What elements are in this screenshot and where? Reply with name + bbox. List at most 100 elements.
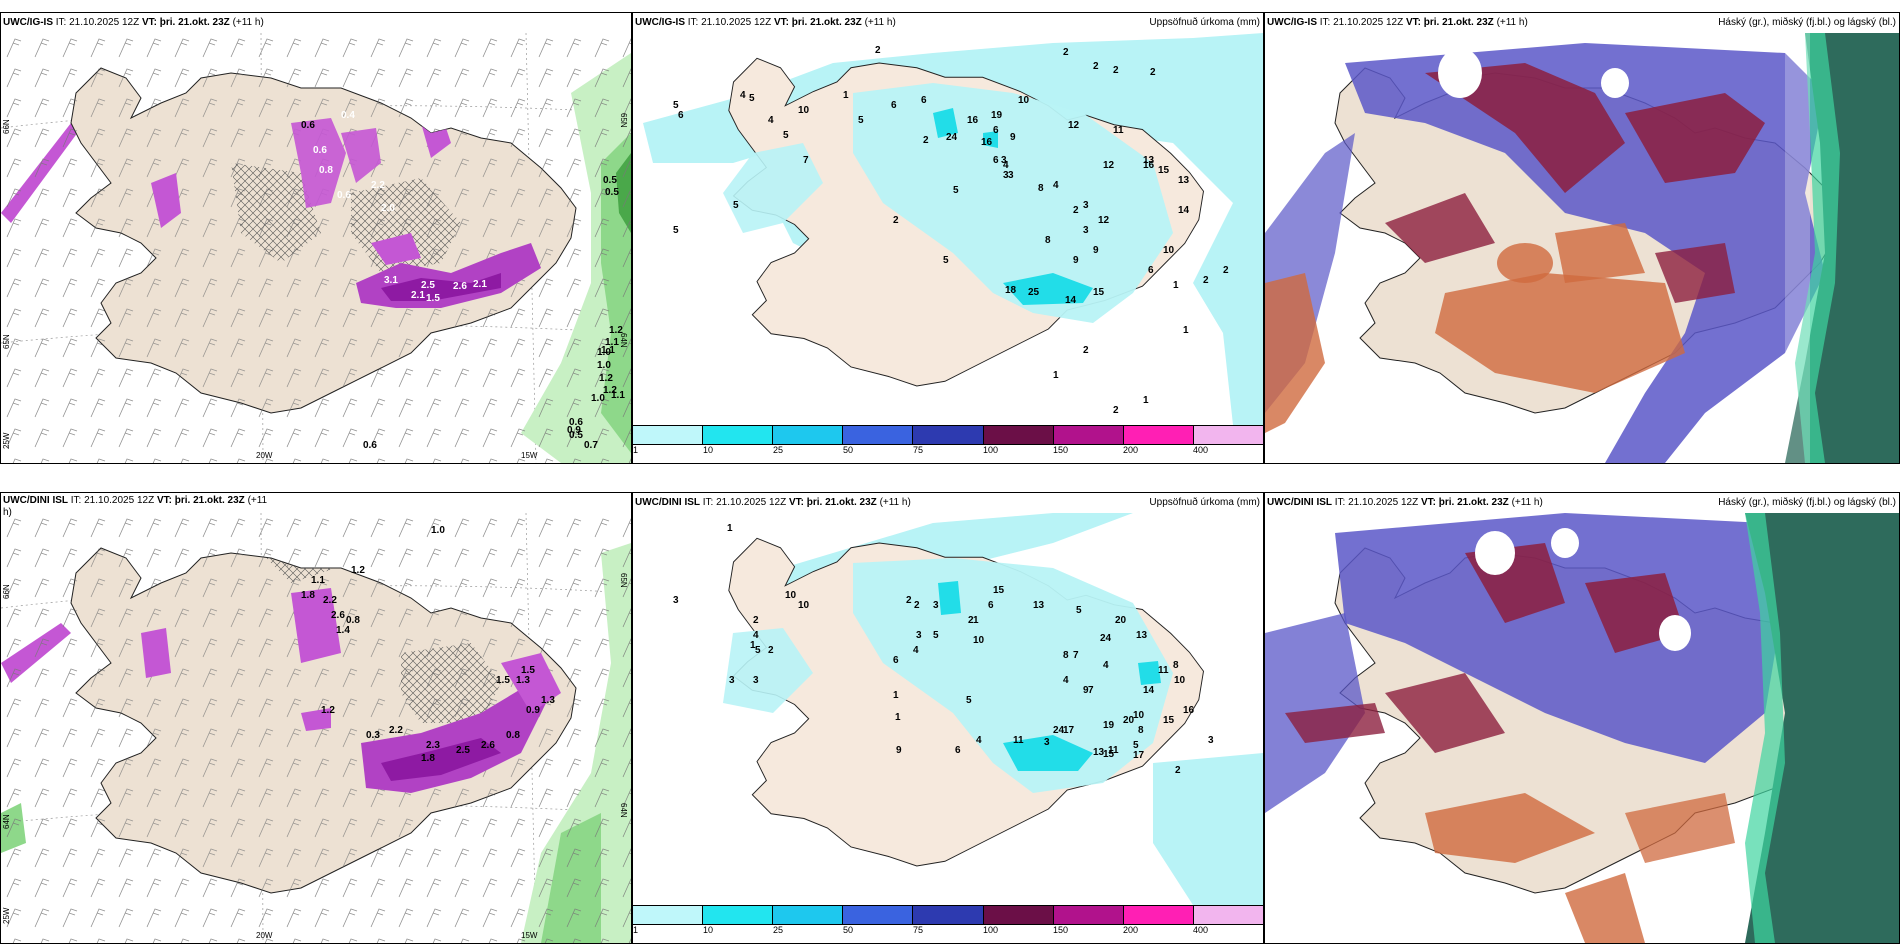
value-label: 17 — [1133, 750, 1145, 761]
value-label: 2 — [1150, 67, 1156, 78]
lat-label-right: 64N — [619, 333, 628, 348]
value-label: 1 — [750, 640, 756, 651]
value-label: 1 — [973, 615, 979, 626]
value-label: 6 — [678, 110, 684, 121]
value-label: 2 — [875, 45, 881, 56]
value-label: 3 — [1044, 737, 1050, 748]
model-name: UWC/DINI ISL — [635, 497, 700, 508]
value-label: 1.0 — [597, 360, 611, 371]
value-label: 2 — [1083, 345, 1089, 356]
value-label: 5 — [1133, 740, 1139, 751]
valid-time: VT: þri. 21.okt. 23Z — [141, 17, 230, 28]
value-label: 10 — [1163, 245, 1175, 256]
lat-label: 66N — [2, 584, 11, 599]
value-label: 4 — [1053, 180, 1059, 191]
legend: 1 10 25 50 75 100 150 200 400 — [633, 905, 1263, 943]
value-label: 3 — [1003, 170, 1009, 181]
value-label: 7 — [803, 155, 809, 166]
value-label: 9 — [1083, 685, 1089, 696]
valid-time: VT: þri. 21.okt. 23Z — [788, 497, 877, 508]
value-label: 16 — [1143, 160, 1155, 171]
value-label: 19 — [991, 110, 1003, 121]
value-label: 6 — [993, 125, 999, 136]
value-label: 2 — [1113, 65, 1119, 76]
map-accum-precip: 2 2 2 2 2 1 4 5 10 5 6 4 5 7 6 6 5 2 3 4 3 4 3 2 5 2 5 24 16 19 16 3 5 6 9… — [633, 33, 1263, 425]
value-label: 2 — [923, 135, 929, 146]
value-label: 0.9 — [567, 425, 581, 436]
value-label: 4 — [1003, 160, 1009, 171]
value-label: 0.4 — [341, 110, 355, 121]
value-label: 4 — [1103, 660, 1109, 671]
value-label: 1 — [1143, 395, 1149, 406]
lat-label: 66N — [2, 119, 11, 134]
value-label: 0.3 — [366, 730, 380, 741]
legend-swatch — [843, 426, 914, 444]
value-label: 6 — [893, 655, 899, 666]
value-label: 20 — [1123, 715, 1135, 726]
legend-swatch — [703, 426, 774, 444]
model-name: UWC/DINI ISL — [3, 495, 68, 506]
value-label: 2.5 — [456, 745, 470, 756]
legend-label: 150 — [1053, 925, 1069, 935]
valid-time: VT: þri. 21.okt. 23Z — [773, 17, 862, 28]
legend-swatch — [843, 906, 914, 924]
init-time: IT: 21.10.2025 12Z — [55, 17, 140, 28]
value-label: 2.5 — [421, 280, 435, 291]
value-label: 2.6 — [331, 610, 345, 621]
legend-label: 200 — [1123, 445, 1139, 455]
map-clouds — [1265, 33, 1899, 463]
value-label: 3 — [753, 675, 759, 686]
value-label: 1.0 — [431, 525, 445, 536]
value-label: 1.2 — [599, 373, 613, 384]
value-label: 25 — [1028, 287, 1040, 298]
value-label: 2 — [1113, 405, 1119, 416]
valid-time: VT: þri. 21.okt. 23Z — [156, 495, 245, 506]
init-time: IT: 21.10.2025 12Z — [1319, 17, 1404, 28]
valid-time: VT: þri. 21.okt. 23Z — [1405, 17, 1494, 28]
value-label: 5 — [783, 130, 789, 141]
map-clouds — [1265, 513, 1899, 943]
lead-time-cont: h) — [3, 507, 12, 518]
legend-swatch — [913, 906, 984, 924]
panel-top-mid: UWC/IG-IS IT: 21.10.2025 12Z VT: þri. 21… — [632, 12, 1264, 464]
value-label: 2 — [893, 215, 899, 226]
value-label: 1.5 — [521, 665, 535, 676]
value-label: 1 — [1173, 280, 1179, 291]
panel-top-right: UWC/IG-IS IT: 21.10.2025 12Z VT: þri. 21… — [1264, 12, 1900, 464]
value-label: 2 — [968, 615, 974, 626]
map-title: Háský (gr.), miðský (fj.bl.) og lágský (… — [1718, 17, 1896, 28]
legend-swatch — [773, 426, 844, 444]
value-label: 9 — [1093, 245, 1099, 256]
init-time: IT: 21.10.2025 12Z — [702, 497, 787, 508]
value-label: 4 — [768, 115, 774, 126]
value-label: 0.5 — [603, 175, 617, 186]
legend-swatch — [1053, 906, 1124, 924]
value-label: 12 — [1068, 120, 1080, 131]
value-label: 1.5 — [426, 293, 440, 304]
value-label: 0.6 — [301, 120, 315, 131]
map-canvas — [1265, 513, 1899, 943]
value-label: 5 — [733, 200, 739, 211]
value-label: 1.2 — [609, 325, 623, 336]
value-label: 2.2 — [389, 725, 403, 736]
map-accum-precip: 1 3 2 2 3 10 10 4 5 3 1 3 2 2 3 1 2 6 5 4 6 10 15 13 5 20 13 24 8 11 8… — [633, 513, 1263, 905]
value-label: 10 — [973, 635, 985, 646]
lead-time: (+11 — [247, 495, 268, 506]
value-label: 13 — [1093, 747, 1105, 758]
legend-swatch — [913, 426, 984, 444]
value-label: 3 — [673, 595, 679, 606]
value-label: 2 — [1093, 61, 1099, 72]
map-canvas: 1.01.21.11.82.61.42.20.81.5 1.30.3 2.22.31… — [1, 513, 631, 943]
legend-label: 25 — [772, 925, 783, 935]
panel-header: UWC/IG-IS IT: 21.10.2025 12Z VT: þri. 21… — [1, 13, 631, 33]
value-label: 15 — [1093, 287, 1105, 298]
lon-label: 20W — [256, 931, 273, 940]
map-title: Uppsöfnuð úrkoma (mm) — [1149, 497, 1260, 508]
value-label: 4 — [1063, 675, 1069, 686]
panel-header: UWC/IG-IS IT: 21.10.2025 12Z VT: þri. 21… — [1265, 13, 1899, 33]
value-label: 0.5 — [569, 430, 583, 441]
model-name: UWC/DINI ISL — [1267, 497, 1332, 508]
panel-bottom-right: UWC/DINI ISL IT: 21.10.2025 12Z VT: þri.… — [1264, 492, 1900, 944]
value-label: 1.2 — [603, 385, 617, 396]
